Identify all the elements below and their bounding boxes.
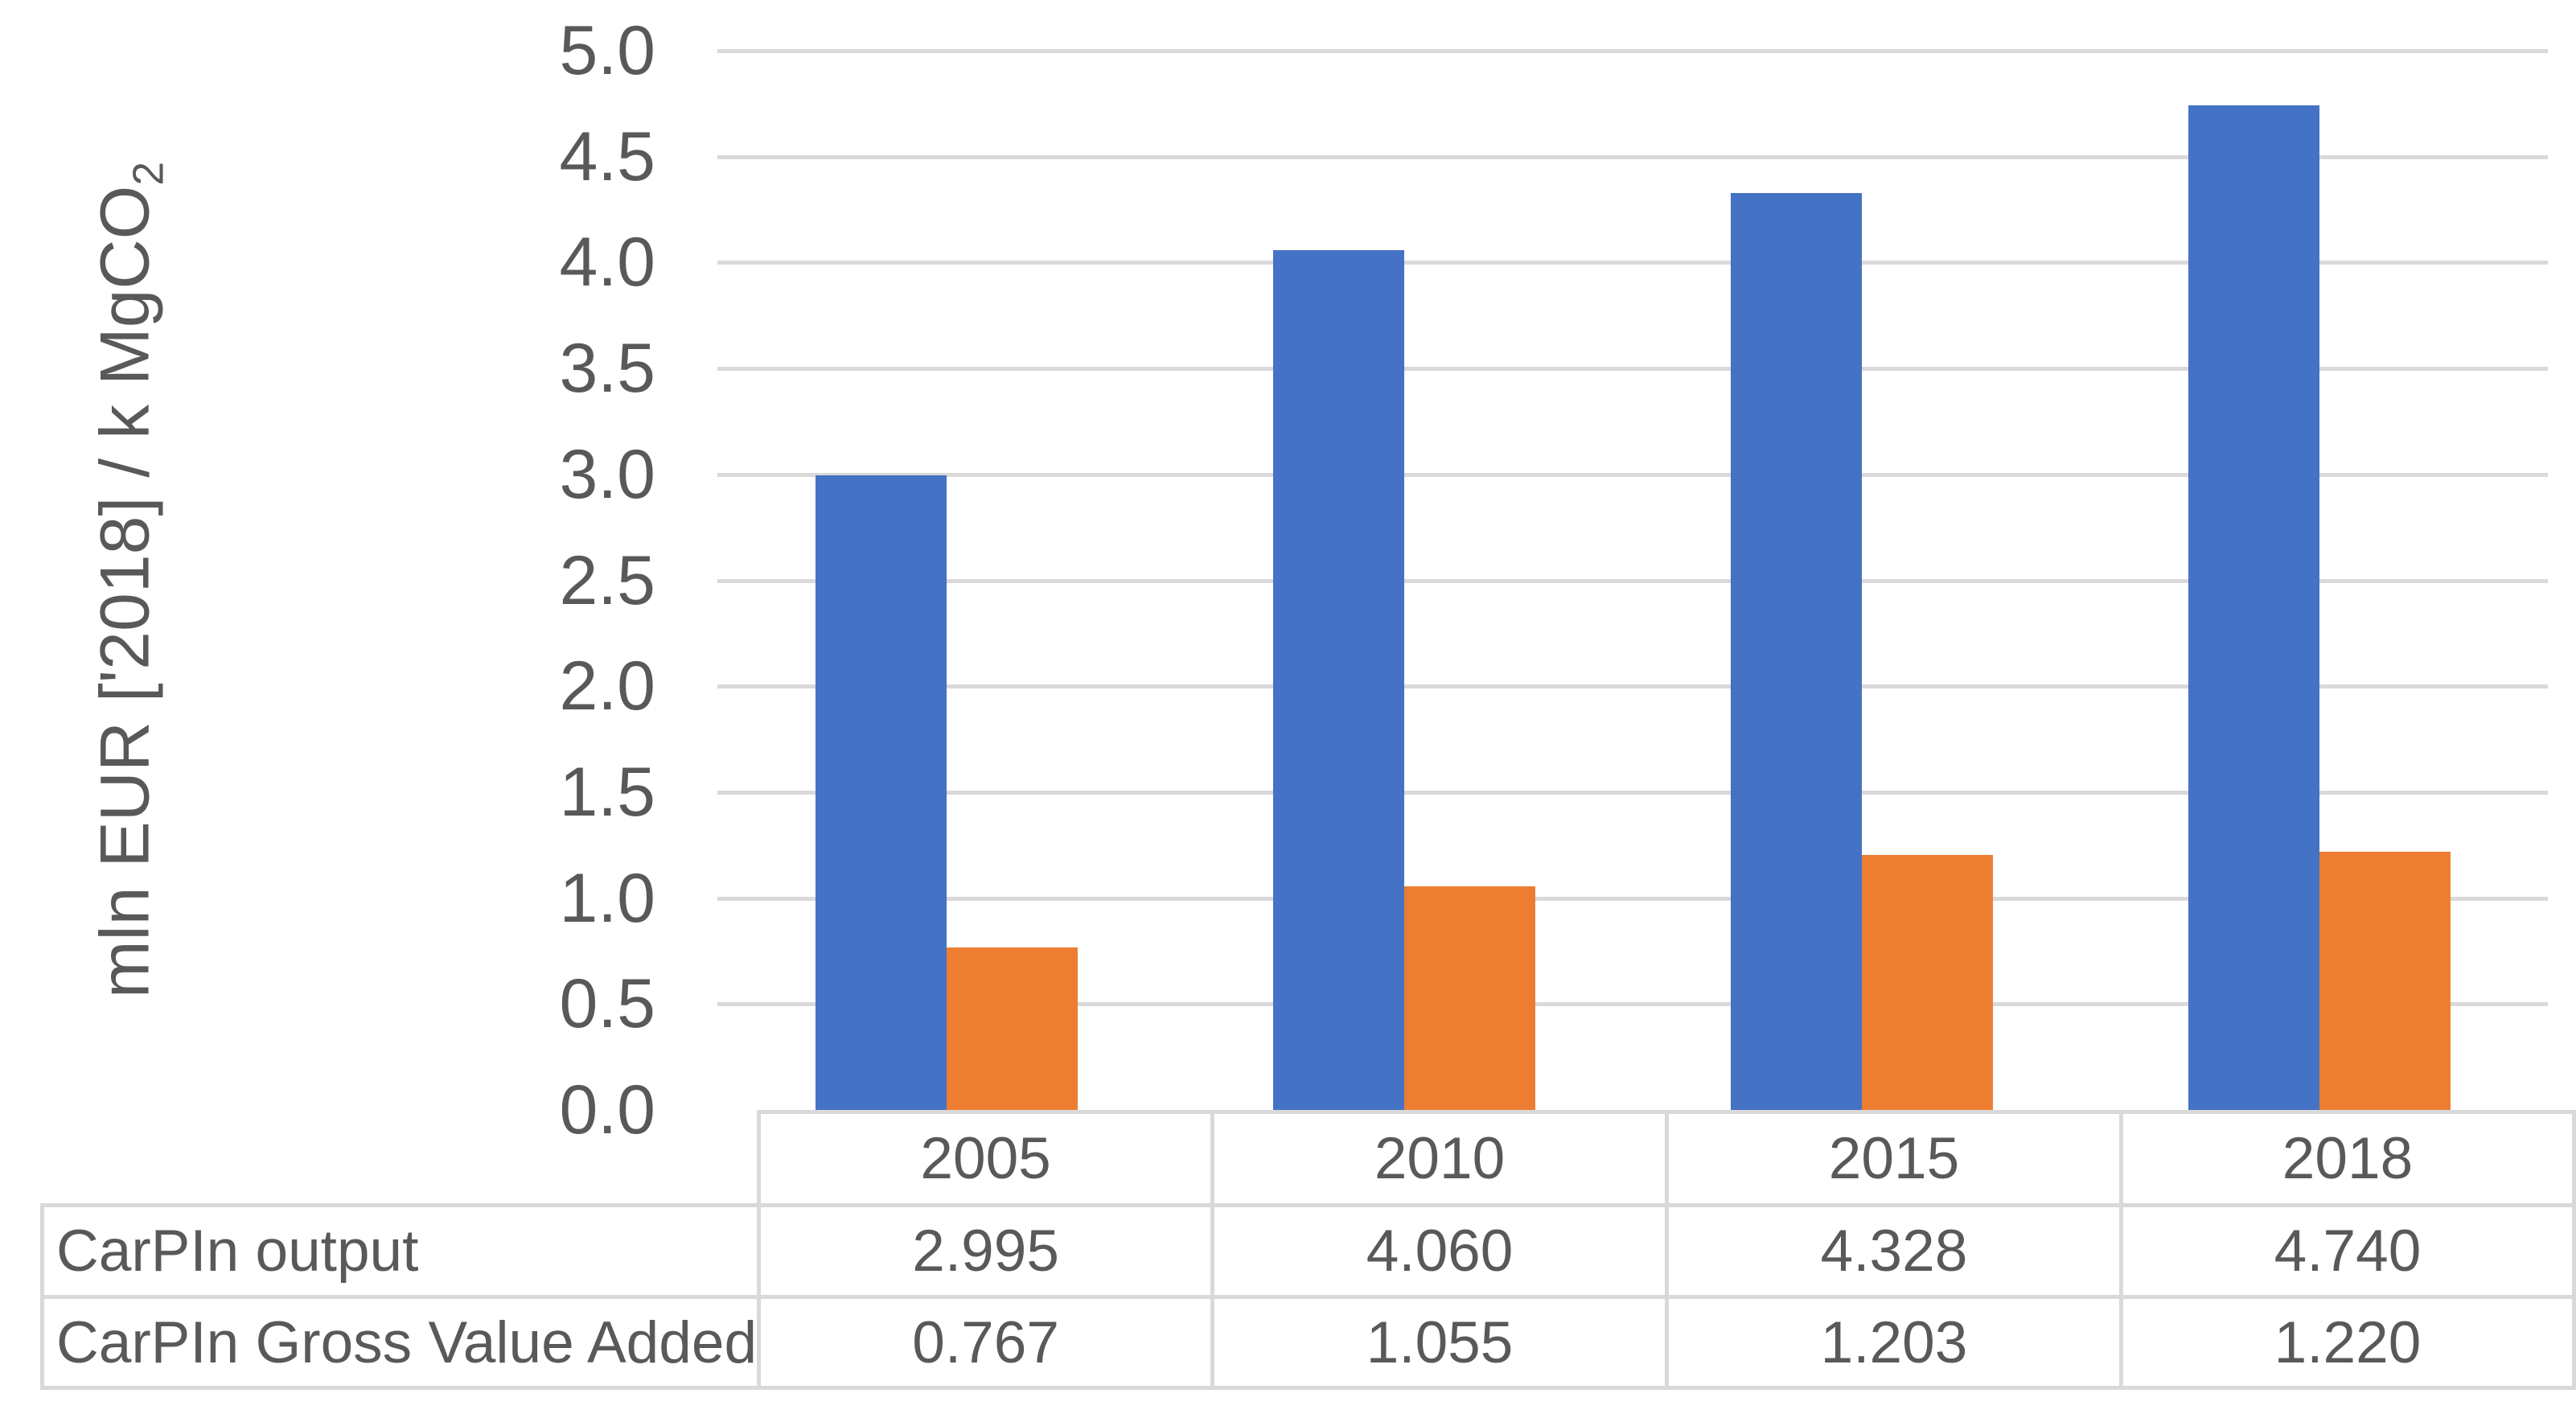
table-cell-carpin-gross-value-added-2018: 1.220	[2118, 1295, 2576, 1390]
y-axis-tick-label: 3.0	[559, 435, 655, 513]
table-header-2018: 2018	[2118, 1110, 2576, 1207]
y-axis-tick-label: 2.5	[559, 541, 655, 619]
gridline	[717, 896, 2548, 901]
table-row-label-carpin-output: CarPIn output	[39, 1203, 762, 1299]
table-cell-carpin-output-2018: 4.740	[2118, 1203, 2576, 1299]
table-row-carpin-gross-value-added: CarPIn Gross Value Added 0.767 1.055 1.203 1…	[39, 1295, 2576, 1390]
gridline	[717, 367, 2548, 372]
gridline	[717, 790, 2548, 795]
y-axis-tick-label: 4.0	[559, 224, 655, 302]
data-table: 2005 2010 2015 2018 CarPIn output 2.995 4.060 4…	[39, 1110, 2576, 1390]
y-axis-tick-label: 1.0	[559, 859, 655, 937]
bar-carpin-gross-value-added-2005	[946, 947, 1078, 1110]
y-axis-tick-label: 0.5	[559, 965, 655, 1043]
y-axis-tick-label: 2.0	[559, 647, 655, 725]
table-row-carpin-output: CarPIn output 2.995 4.060 4.328 4.740	[39, 1203, 2576, 1299]
table-header-row: 2005 2010 2015 2018	[42, 1110, 2576, 1207]
y-axis-tick-label: 4.5	[559, 117, 655, 195]
table-cell-carpin-output-2005: 2.995	[757, 1203, 1215, 1299]
table-corner-cell	[42, 1112, 762, 1207]
y-axis-tick-label: 1.5	[559, 753, 655, 831]
gridline	[717, 472, 2548, 477]
gridline	[717, 261, 2548, 265]
bar-carpin-output-2015	[1730, 193, 1862, 1110]
bar-carpin-gross-value-added-2015	[1861, 855, 1993, 1110]
gridline	[717, 154, 2548, 159]
bar-carpin-output-2005	[815, 475, 947, 1110]
gridline	[717, 1002, 2548, 1007]
table-cell-carpin-gross-value-added-2005: 0.767	[757, 1295, 1215, 1390]
table-row-label-carpin-gross-value-added: CarPIn Gross Value Added	[39, 1295, 762, 1390]
table-header-2015: 2015	[1665, 1110, 2123, 1207]
gridline	[717, 578, 2548, 583]
bar-carpin-output-2018	[2188, 105, 2319, 1110]
y-axis-tick-label: 5.0	[559, 12, 655, 89]
gridline	[717, 49, 2548, 53]
table-cell-carpin-output-2010: 4.060	[1210, 1203, 1670, 1299]
bar-carpin-gross-value-added-2010	[1403, 886, 1535, 1110]
table-header-2005: 2005	[757, 1110, 1215, 1207]
gridline	[717, 684, 2548, 689]
y-axis-tick-label: 3.5	[559, 330, 655, 408]
table-cell-carpin-output-2015: 4.328	[1665, 1203, 2123, 1299]
table-header-2010: 2010	[1210, 1110, 1670, 1207]
bar-carpin-gross-value-added-2018	[2319, 851, 2451, 1110]
bar-carpin-output-2010	[1272, 249, 1404, 1110]
table-cell-carpin-gross-value-added-2015: 1.203	[1665, 1295, 2123, 1390]
table-cell-carpin-gross-value-added-2010: 1.055	[1210, 1295, 1670, 1390]
